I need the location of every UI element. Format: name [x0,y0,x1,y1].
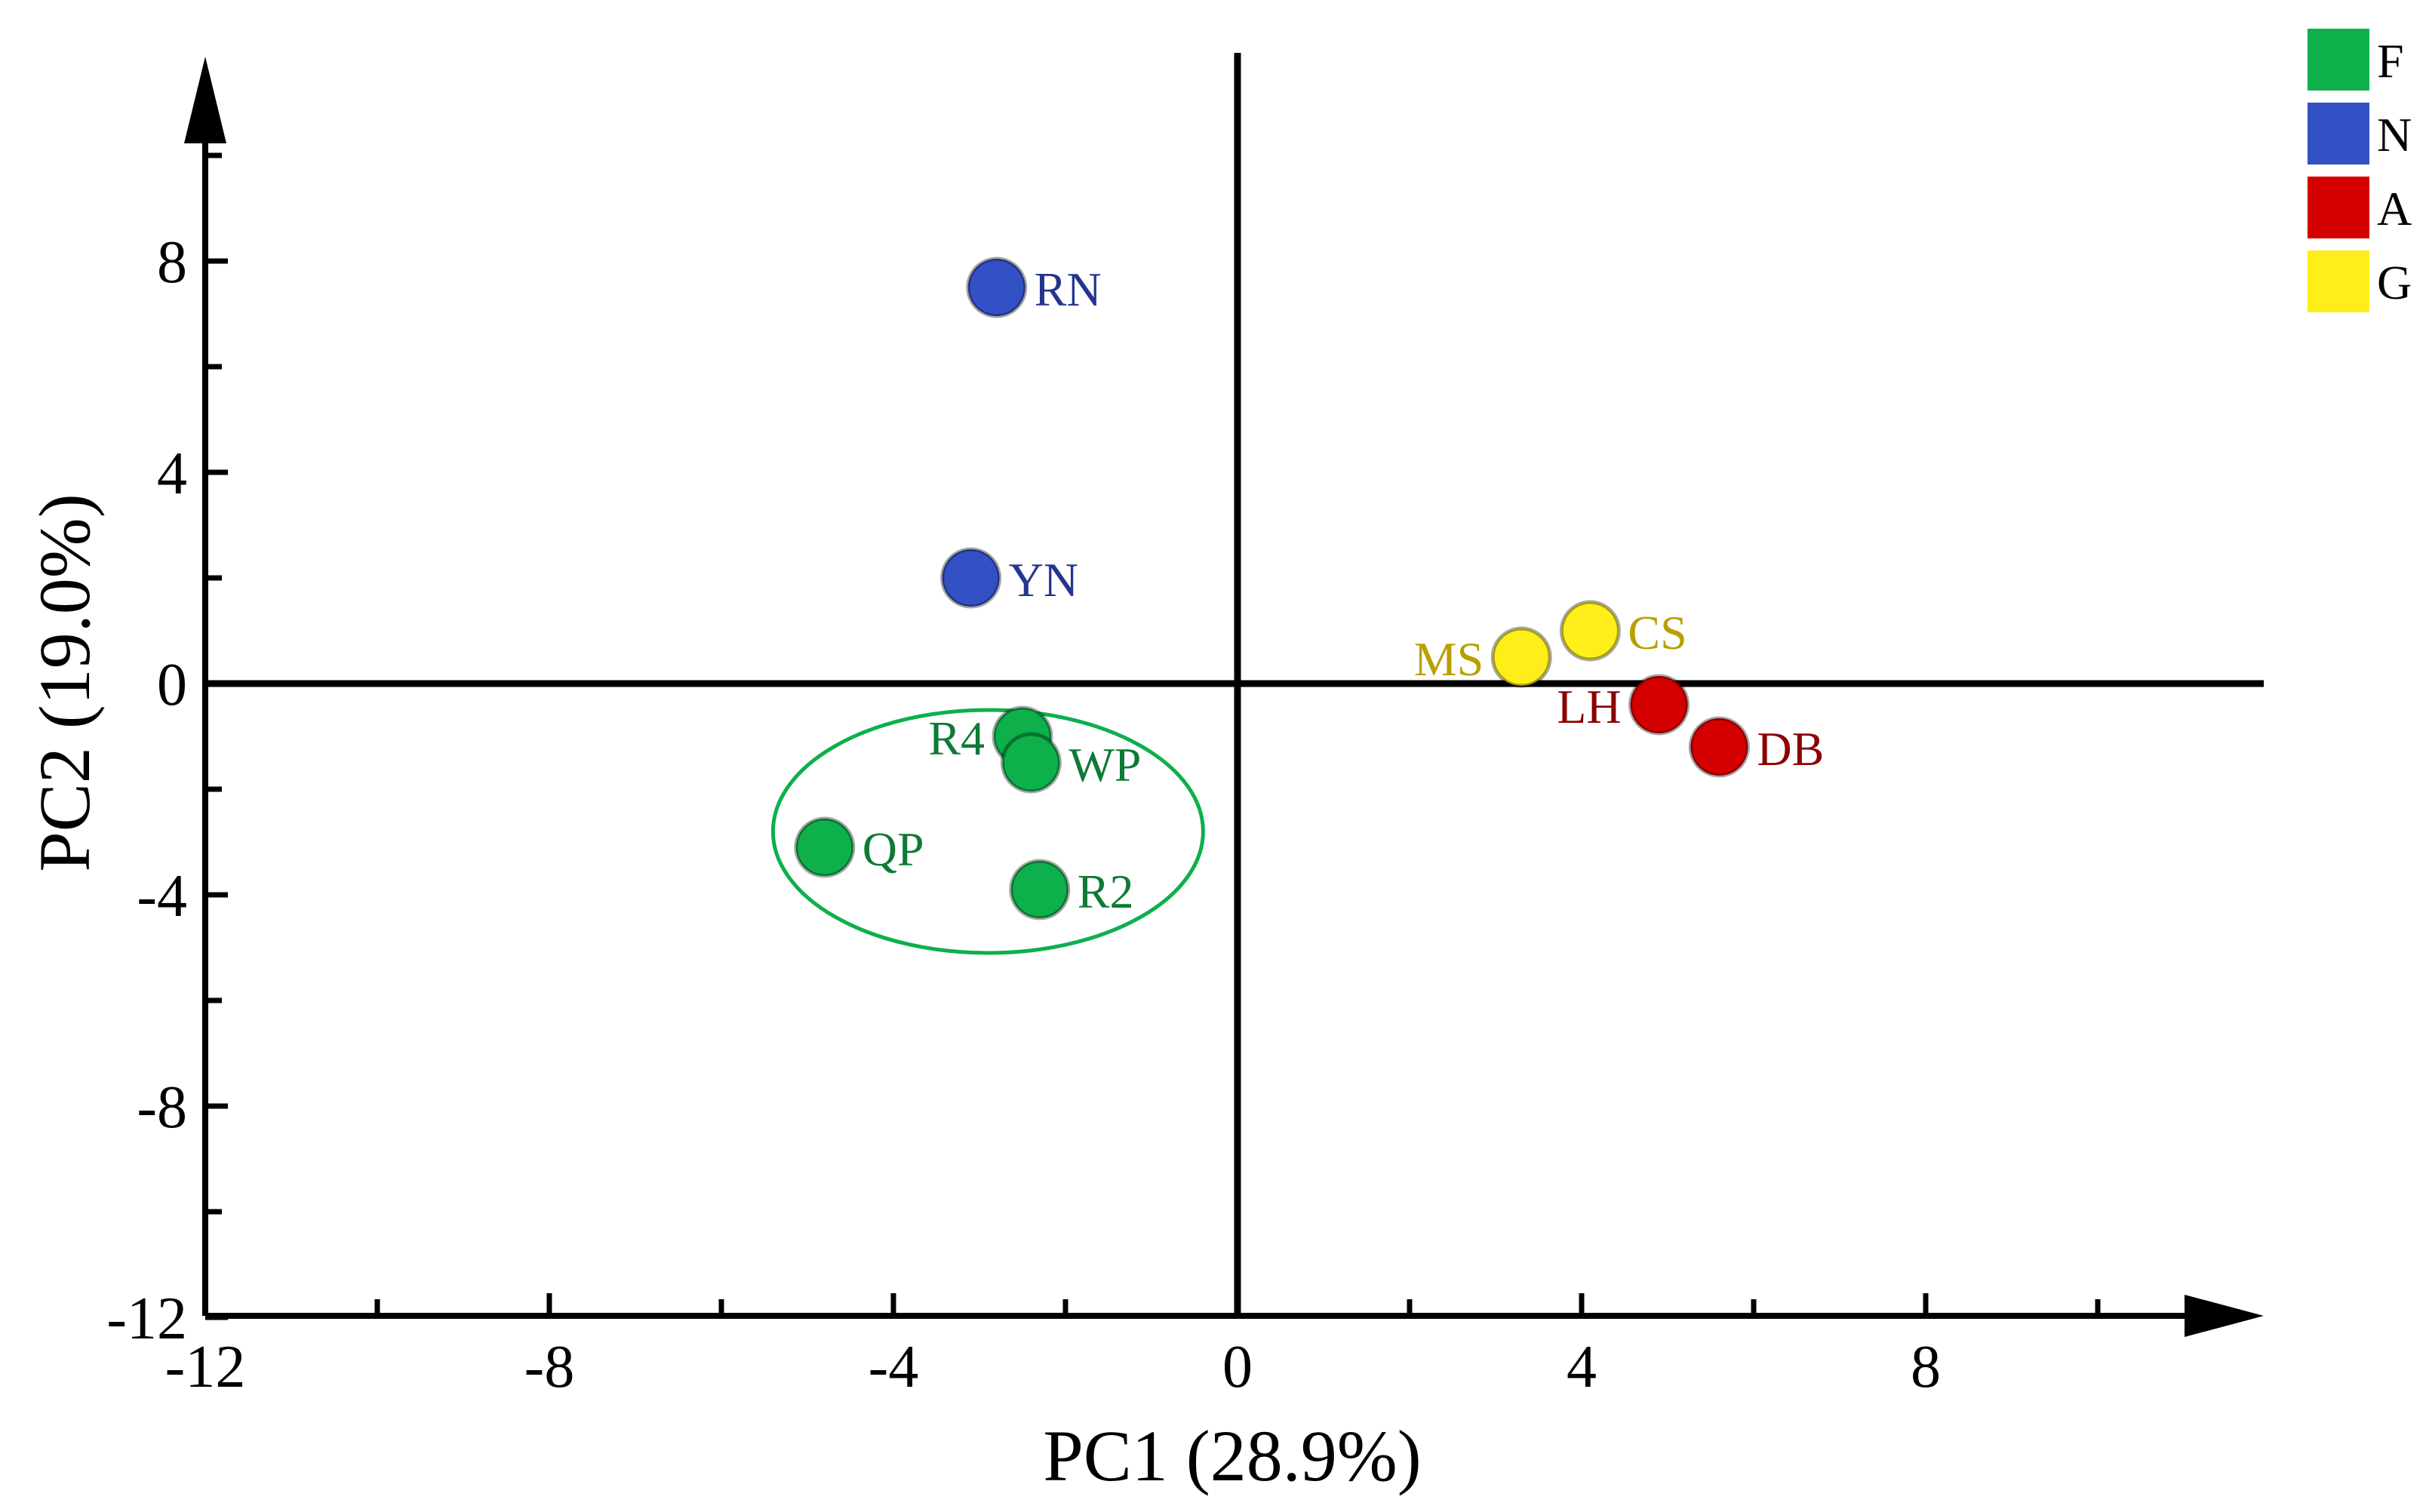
legend-label-g: G [2377,256,2412,309]
point-label-r4: R4 [928,711,985,765]
group-ellipses [770,708,1205,955]
y-tick-label: 0 [157,652,187,718]
legend-label-a: A [2377,182,2412,235]
x-axis-title: PC1 (28.9%) [1043,1415,1421,1496]
y-tick-label: -12 [106,1286,187,1352]
point-label-ms: MS [1414,632,1484,686]
y-tick-label: 8 [157,229,187,296]
point-ms [1490,626,1552,688]
legend-label-n: N [2377,108,2412,161]
axes [184,53,2264,1337]
x-tick-label: -12 [165,1334,246,1400]
point-r2 [1009,859,1071,920]
point-label-cs: CS [1628,606,1687,659]
legend-swatch-n [2308,103,2369,164]
point-label-lh: LH [1557,680,1621,733]
x-tick-label: 4 [1567,1334,1597,1400]
point-db [1688,716,1750,778]
point-label-db: DB [1757,722,1824,776]
x-tick-label: 0 [1222,1334,1253,1400]
point-wp [1000,732,1062,794]
point-cs [1559,600,1621,662]
point-rn [966,257,1028,318]
point-label-yn: YN [1009,553,1078,607]
point-yn [940,547,1002,609]
group-f-ellipse [770,708,1205,955]
point-qp [794,816,856,878]
x-tick-label: -8 [524,1334,575,1400]
point-label-rn: RN [1035,263,1102,316]
x-tick-label: 8 [1911,1334,1941,1400]
y-tick-label: -8 [137,1074,187,1141]
y-axis-title: PC2 (19.0%) [24,493,105,871]
x-tick-label: -4 [869,1334,919,1400]
point-label-qp: QP [862,822,924,876]
data-points: RN YN R4 WP QP R2 CS MS LH DB [794,257,1824,920]
point-lh [1628,674,1690,736]
y-tick-label: -4 [137,863,187,930]
point-label-wp: WP [1068,738,1141,791]
axis-ticks: -12 -8 -4 0 4 8 -12 -8 -4 0 4 8 [106,152,2101,1400]
y-axis-arrow-icon [184,57,226,143]
y-tick-label: 4 [157,441,187,507]
legend-label-f: F [2377,34,2404,88]
legend-swatch-f [2308,29,2369,91]
x-axis-arrow-icon [2185,1295,2264,1337]
legend-swatch-a [2308,177,2369,238]
legend-swatch-g [2308,250,2369,312]
point-label-r2: R2 [1078,865,1134,918]
